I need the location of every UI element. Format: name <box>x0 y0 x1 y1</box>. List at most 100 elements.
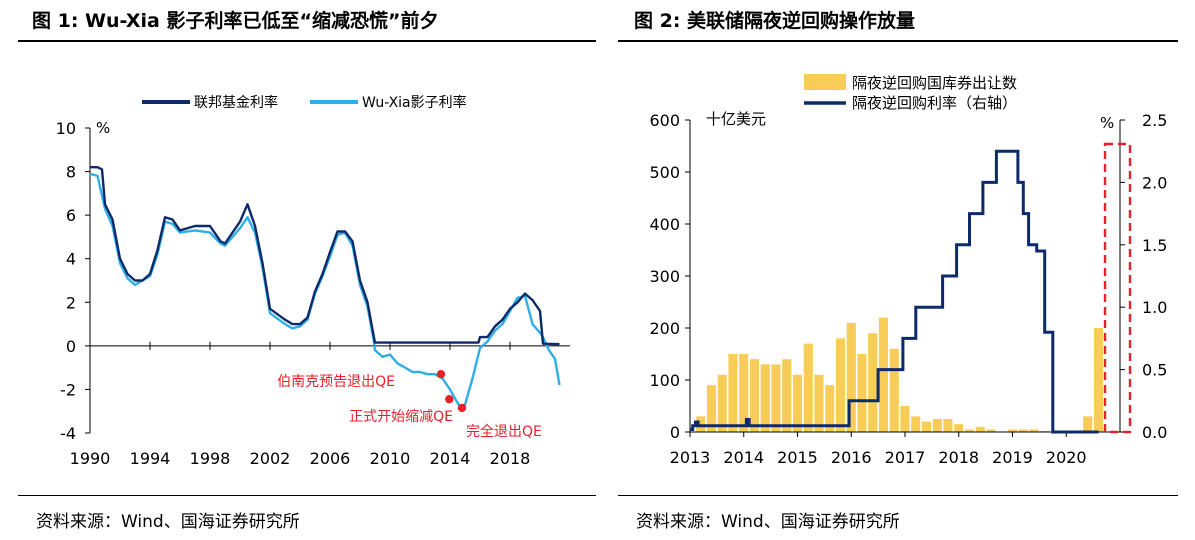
reverse-repo-volume-bar <box>868 333 878 432</box>
right-x-tick-label: 2014 <box>723 448 764 467</box>
right-axes: 600 500 400 300 200 100 0 2.5 2.0 1.5 1.0 0.5 0.0 201… <box>649 110 1167 467</box>
right-left-tick-label: 600 <box>649 111 680 130</box>
reverse-repo-volume-bar <box>696 416 706 432</box>
left-y-tick-label: 4 <box>66 250 76 269</box>
left-source-note: 资料来源：Wind、国海证券研究所 <box>36 512 300 532</box>
right-x-tick-label: 2018 <box>938 448 979 467</box>
right-right-tick-label: 1.0 <box>1142 298 1167 317</box>
left-x-tick-label: 2006 <box>310 449 351 468</box>
event-label: 正式开始缩减QE <box>349 409 453 425</box>
reverse-repo-volume-bar <box>803 343 813 432</box>
left-y-tick-label: 2 <box>66 293 76 312</box>
right-right-tick-label: 1.5 <box>1142 236 1167 255</box>
event-label: 完全退出QE <box>466 423 542 440</box>
reverse-repo-volume-bar <box>911 416 921 432</box>
reverse-repo-volume-bar <box>943 419 953 432</box>
left-y-tick-label: 0 <box>66 337 76 356</box>
reverse-repo-volume-bar <box>1007 429 1017 432</box>
reverse-repo-volume-bar <box>964 429 974 432</box>
left-x-tick-label: 2002 <box>250 449 291 468</box>
left-series-lines <box>89 165 561 412</box>
right-highlight-box <box>1103 142 1132 434</box>
right-left-tick-label: 400 <box>649 215 680 234</box>
reverse-repo-volume-bar <box>835 338 845 432</box>
legend-label-volume: 隔夜逆回购国库券出让数 <box>852 74 1017 92</box>
reverse-repo-volume-bar <box>1018 429 1028 432</box>
reverse-repo-rate-step-line <box>690 149 1099 434</box>
reverse-repo-volume-bar <box>825 385 835 432</box>
left-x-tick-label: 1998 <box>190 449 231 468</box>
reverse-repo-volume-bar <box>954 424 964 432</box>
right-step-line <box>690 149 1099 434</box>
left-x-tick-label: 1990 <box>70 449 111 468</box>
reverse-repo-volume-bar <box>1083 416 1093 432</box>
right-right-tick-label: 2.5 <box>1142 111 1167 130</box>
event-label: 伯南克预告退出QE <box>277 374 395 390</box>
left-y-tick-label: 6 <box>66 206 76 225</box>
reverse-repo-volume-bar <box>728 354 738 432</box>
reverse-repo-volume-bar <box>771 364 781 432</box>
right-x-tick-label: 2019 <box>992 448 1033 467</box>
right-source-note: 资料来源：Wind、国海证券研究所 <box>636 512 900 532</box>
right-x-tick-label: 2016 <box>831 448 872 467</box>
right-right-tick-label: 0.5 <box>1142 361 1167 380</box>
reverse-repo-volume-bar <box>792 374 802 432</box>
reverse-repo-volume-bar <box>932 419 942 432</box>
reverse-repo-volume-bar <box>889 348 899 432</box>
right-chart: 600 500 400 300 200 100 0 2.5 2.0 1.5 1.0 0.5 0.0 201… <box>649 74 1167 467</box>
reverse-repo-volume-bar <box>986 429 996 432</box>
left-chart: 10 8 6 4 2 0 -2 -4 1990 1994 1998 2002 2006 2010 2014 2… <box>56 94 570 468</box>
left-x-tick-label: 1994 <box>130 449 171 468</box>
left-y-tick-label: -2 <box>60 380 76 399</box>
right-x-tick-label: 2013 <box>670 448 711 467</box>
reverse-repo-volume-bar <box>921 421 931 432</box>
left-y-tick-label: 10 <box>56 119 76 138</box>
reverse-repo-volume-bar <box>760 364 770 432</box>
left-x-tick-label: 2018 <box>490 449 531 468</box>
right-left-tick-label: 200 <box>649 319 680 338</box>
event-marker <box>445 395 454 404</box>
reverse-repo-volume-bar <box>782 359 792 432</box>
left-legend: 联邦基金利率 Wu-Xia影子利率 <box>142 94 467 111</box>
reverse-repo-volume-bar <box>749 359 759 432</box>
left-y-tick-label: -4 <box>60 424 76 443</box>
left-title-rule <box>18 40 596 42</box>
reverse-repo-volume-bar <box>706 385 716 432</box>
reverse-repo-volume-bar <box>878 317 888 432</box>
right-x-tick-label: 2017 <box>885 448 926 467</box>
left-chart-title: 图 1: Wu-Xia 影子利率已低至“缩减恐慌”前夕 <box>32 10 439 32</box>
right-right-unit-label: % <box>1100 114 1114 132</box>
reverse-repo-volume-bar <box>739 354 749 432</box>
right-left-tick-label: 500 <box>649 163 680 182</box>
right-x-tick-label: 2020 <box>1046 448 1087 467</box>
wu-xia-shadow-rate-line <box>89 172 561 412</box>
reverse-repo-volume-bar <box>1093 328 1103 432</box>
left-x-tick-label: 2014 <box>430 449 471 468</box>
event-marker <box>457 403 467 413</box>
right-right-tick-label: 2.0 <box>1142 173 1167 192</box>
legend-label-wu-xia: Wu-Xia影子利率 <box>362 94 467 111</box>
reverse-repo-volume-bar <box>814 374 824 432</box>
left-y-tick-label: 8 <box>66 163 76 182</box>
right-left-unit-label: 十亿美元 <box>706 110 766 128</box>
left-footer-rule <box>18 495 596 496</box>
reverse-repo-volume-bar <box>846 322 856 432</box>
event-marker <box>436 369 446 379</box>
legend-label-rate: 隔夜逆回购利率（右轴） <box>852 94 1017 112</box>
left-unit-label: % <box>96 119 110 137</box>
reverse-repo-volume-bar <box>1029 429 1039 432</box>
legend-swatch-volume <box>804 74 846 90</box>
left-x-tick-label: 2010 <box>370 449 411 468</box>
reverse-repo-volume-bar <box>900 406 910 432</box>
right-footer-rule <box>618 495 1178 496</box>
left-event-markers: 伯南克预告退出QE 正式开始缩减QE 完全退出QE <box>277 369 542 440</box>
right-left-tick-label: 100 <box>649 371 680 390</box>
right-left-tick-label: 0 <box>670 423 680 442</box>
right-x-tick-label: 2015 <box>777 448 818 467</box>
right-bars <box>696 317 1103 432</box>
reverse-repo-volume-bar <box>857 354 867 432</box>
legend-label-fed-funds: 联邦基金利率 <box>194 94 278 111</box>
right-left-tick-label: 300 <box>649 267 680 286</box>
